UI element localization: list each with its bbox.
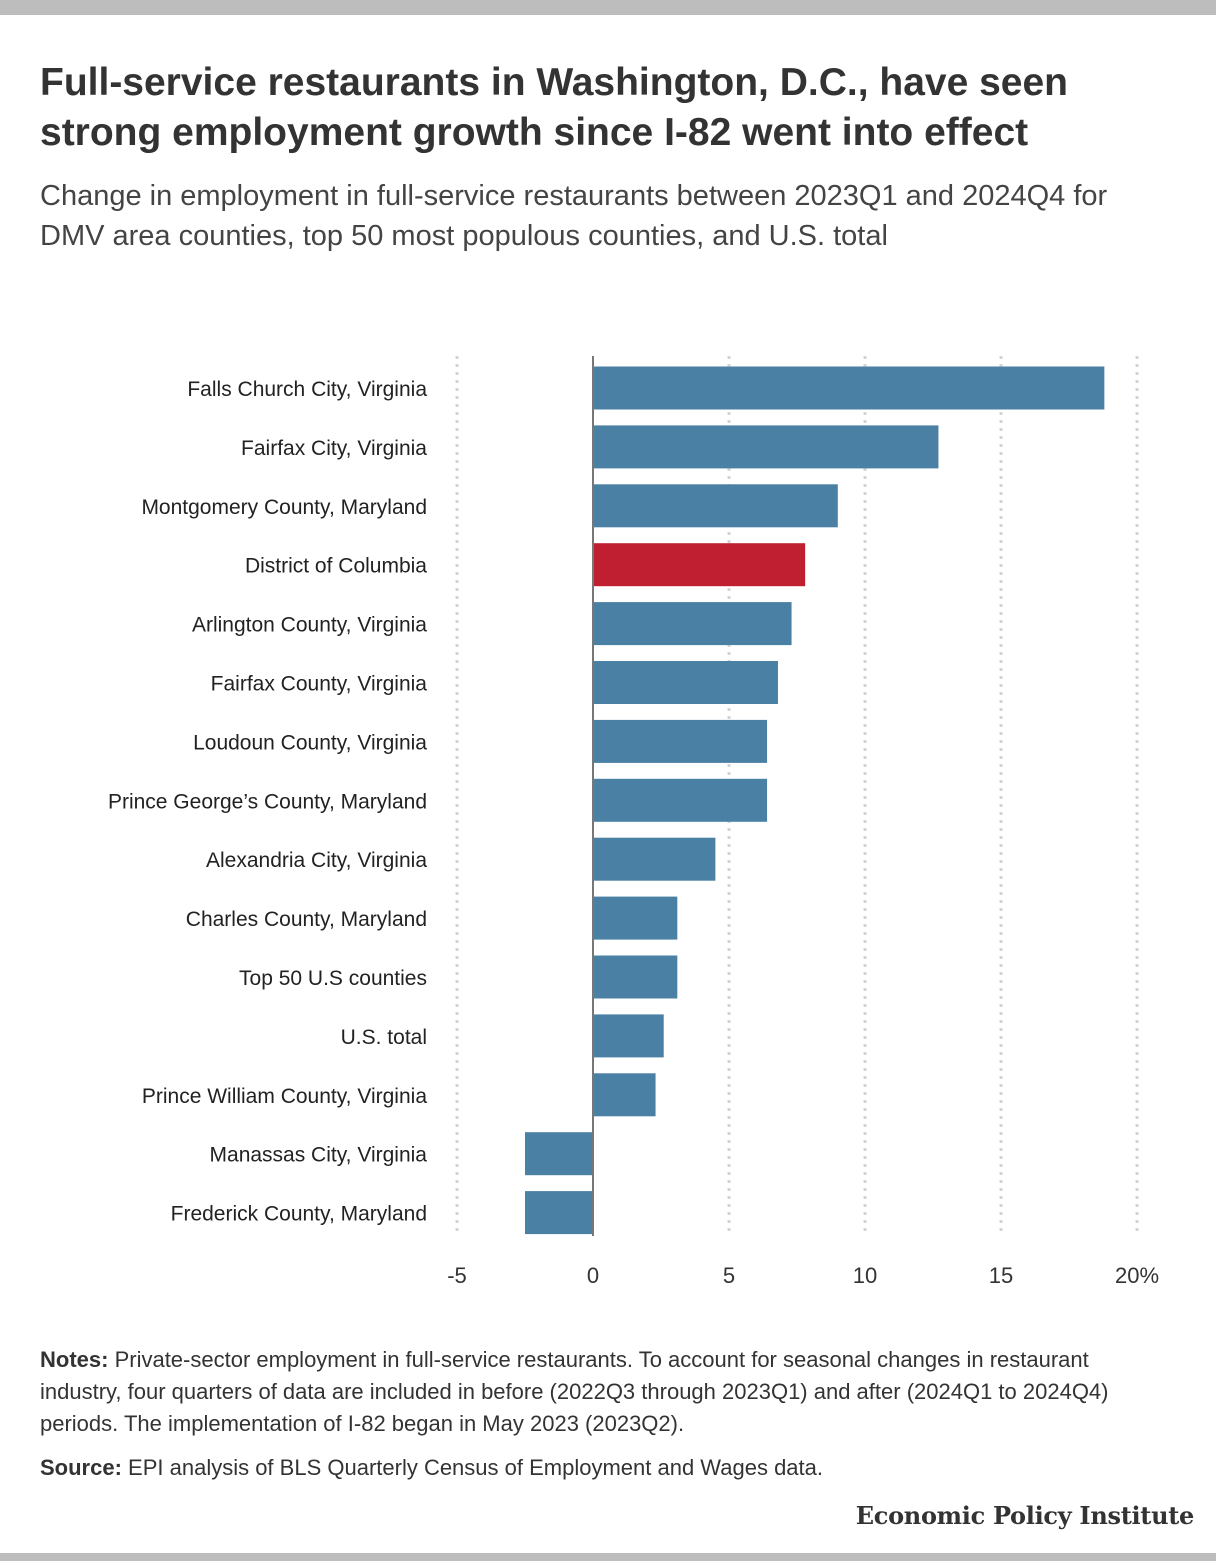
category-label: Frederick County, Maryland: [171, 1203, 427, 1226]
bar: [593, 778, 768, 822]
chart-notes: Notes: Private-sector employment in full…: [40, 1344, 1170, 1440]
bar: [593, 837, 716, 881]
category-label: Montgomery County, Maryland: [141, 496, 427, 519]
bar: [593, 1014, 664, 1058]
category-label: Loudoun County, Virginia: [193, 731, 427, 754]
category-label: Prince William County, Virginia: [142, 1085, 427, 1108]
category-label: District of Columbia: [245, 555, 427, 578]
x-tick-label: 10: [853, 1263, 877, 1288]
x-tick-label: 15: [989, 1263, 1013, 1288]
category-label: Arlington County, Virginia: [192, 614, 427, 637]
category-label: U.S. total: [341, 1026, 427, 1049]
bar: [593, 366, 1105, 410]
category-label: Fairfax City, Virginia: [241, 437, 427, 460]
x-tick-label: -5: [447, 1263, 467, 1288]
top-border: [0, 0, 1216, 15]
notes-text: Private-sector employment in full-servic…: [40, 1347, 1109, 1436]
bottom-border: [0, 1553, 1216, 1561]
bar: [593, 896, 678, 940]
category-label: Prince George’s County, Maryland: [108, 790, 427, 813]
category-label: Top 50 U.S counties: [239, 967, 427, 990]
tick-labels: -5 0 5 10 15 20%: [447, 1263, 1159, 1288]
category-label: Falls Church City, Virginia: [187, 378, 427, 401]
brand-wordmark: Economic Policy Institute: [855, 1501, 1195, 1530]
chart-source: Source: EPI analysis of BLS Quarterly Ce…: [40, 1452, 1170, 1484]
bar: [593, 1073, 656, 1117]
source-text: EPI analysis of BLS Quarterly Census of …: [121, 1455, 823, 1480]
x-tick-label: 20%: [1115, 1263, 1159, 1288]
x-tick-label: 0: [587, 1263, 599, 1288]
category-label: Fairfax County, Virginia: [211, 673, 428, 696]
chart-subtitle: Change in employment in full-service res…: [40, 180, 1108, 252]
category-labels: Falls Church City, Virginia Fairfax City,…: [108, 378, 427, 1226]
bar: [525, 1191, 593, 1235]
bar: [593, 719, 768, 763]
notes-lead: Notes:: [40, 1347, 109, 1372]
chart-title: Full-service restaurants in Washington, …: [40, 61, 1068, 154]
category-label: Manassas City, Virginia: [210, 1144, 428, 1167]
x-tick-label: 5: [723, 1263, 735, 1288]
category-label: Alexandria City, Virginia: [206, 849, 427, 872]
category-label: Charles County, Maryland: [186, 908, 427, 931]
bar: [593, 602, 792, 646]
bar: [593, 484, 838, 528]
bar-chart: Falls Church City, Virginia Fairfax City,…: [108, 356, 1159, 1288]
bars: [525, 366, 1105, 1235]
bar-highlight: [593, 543, 806, 587]
bar: [593, 425, 939, 469]
source-lead: Source:: [40, 1455, 122, 1480]
bar: [593, 955, 678, 999]
bar: [525, 1132, 593, 1176]
bar: [593, 661, 778, 704]
